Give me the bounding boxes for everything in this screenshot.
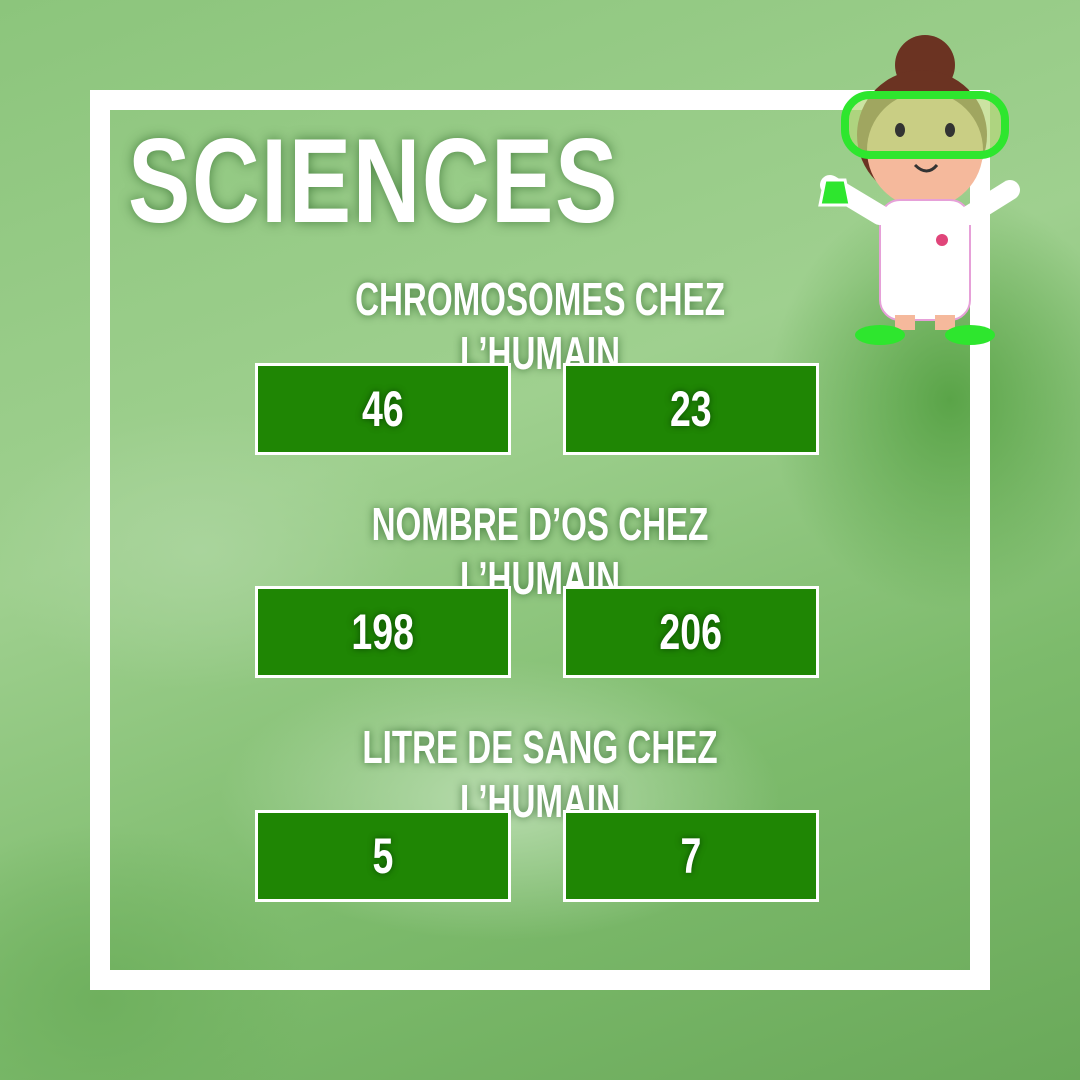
- white-frame: [90, 90, 990, 990]
- answer-button-23[interactable]: 23: [563, 363, 819, 455]
- scientist-girl-illustration: [818, 35, 1020, 345]
- answer-button-206[interactable]: 206: [563, 586, 819, 678]
- answer-button-198[interactable]: 198: [255, 586, 511, 678]
- page-title: SCIENCES: [128, 114, 619, 248]
- answer-button-7[interactable]: 7: [563, 810, 819, 902]
- answer-button-46[interactable]: 46: [255, 363, 511, 455]
- answer-button-5[interactable]: 5: [255, 810, 511, 902]
